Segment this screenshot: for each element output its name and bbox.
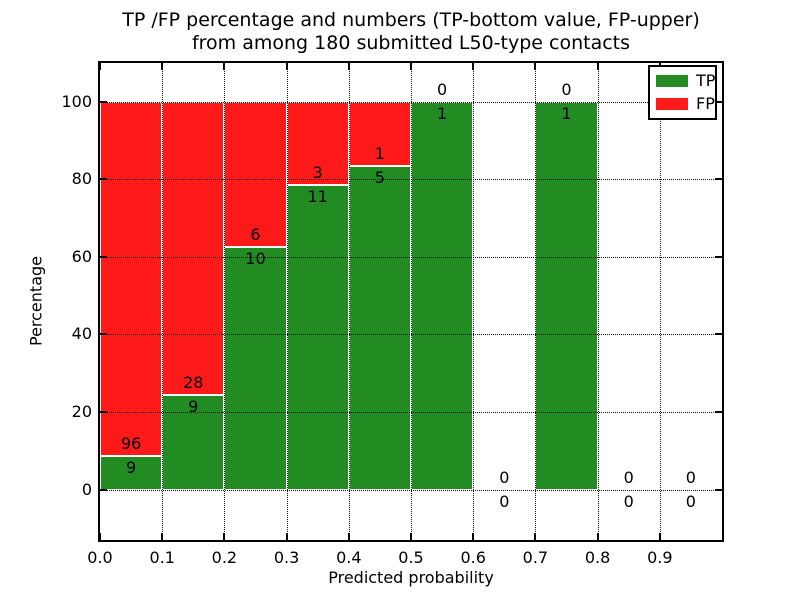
x-tick	[99, 533, 101, 540]
x-gridline	[411, 63, 412, 540]
legend-entry: TP	[656, 73, 715, 89]
y-tick-label: 80	[71, 169, 92, 189]
bar-fp-segment	[100, 101, 163, 457]
y-tick	[100, 488, 107, 491]
x-tick-label: 0.9	[647, 548, 673, 567]
x-gridline	[535, 63, 537, 540]
bar-tp-segment	[535, 101, 598, 490]
x-tick-label: 0.4	[336, 548, 362, 567]
legend: TP FP	[648, 65, 717, 120]
plot-area: 96 9 28 9 6 10 3 11 1 5 0 1 0 0 0 1 0 0 0 0 TP FP	[98, 61, 724, 542]
bar-tp-segment	[100, 456, 163, 490]
x-tick	[472, 533, 475, 540]
y-tick	[100, 333, 107, 336]
bars-layer	[100, 63, 722, 540]
x-tick-label: 0.7	[522, 548, 549, 567]
y-tick	[715, 100, 722, 103]
y-tick	[100, 255, 107, 258]
tp-count-label: 1	[561, 103, 572, 123]
fp-count-label: 0	[685, 467, 696, 487]
x-tick	[161, 533, 164, 540]
x-gridline	[286, 63, 288, 540]
tp-count-label: 10	[245, 249, 266, 269]
x-tick	[534, 63, 537, 70]
x-gridline	[224, 63, 226, 540]
chart-title-line2: from among 180 submitted L50-type contac…	[191, 32, 631, 54]
x-tick	[534, 533, 537, 540]
x-tick	[223, 533, 226, 540]
fp-count-label: 28	[183, 373, 204, 393]
fp-count-label: 0	[499, 467, 510, 487]
value-labels-layer: 96 9 28 9 6 10 3 11 1 5 0 1 0 0 0 1 0 0 0 0	[100, 63, 722, 540]
x-tick	[410, 533, 412, 540]
tp-count-label: 0	[499, 491, 510, 511]
tp-count-label: 11	[307, 186, 328, 206]
tp-count-label: 0	[623, 491, 634, 511]
legend-entry-label: TP	[696, 71, 716, 90]
fp-count-label: 3	[312, 162, 323, 182]
x-tick-label: 0.5	[398, 548, 424, 567]
y-tick-label: 100	[61, 91, 92, 111]
y-tick	[715, 411, 722, 414]
x-tick	[658, 533, 661, 540]
axis-ticks-layer	[99, 63, 722, 540]
x-tick	[410, 63, 412, 70]
x-tick-label: 0.1	[149, 548, 175, 567]
y-tick	[100, 100, 107, 103]
fp-count-label: 0	[623, 467, 634, 487]
x-axis-label: Predicted probability	[328, 568, 494, 587]
x-gridline	[348, 63, 350, 540]
x-gridline	[597, 63, 599, 540]
x-tick	[161, 63, 164, 70]
fp-count-label: 6	[250, 225, 261, 245]
x-tick	[596, 63, 599, 70]
y-tick-label: 0	[81, 479, 92, 499]
legend-entry-label: FP	[696, 94, 715, 113]
bar-fp-segment	[224, 101, 287, 248]
y-tick	[715, 255, 722, 258]
y-tick-label: 20	[71, 402, 92, 422]
x-tick-label: 0.6	[460, 548, 486, 567]
fp-count-label: 1	[374, 144, 385, 164]
tp-count-label: 9	[188, 397, 199, 417]
x-tick-label: 0.3	[273, 548, 300, 567]
chart-title: TP /FP percentage and numbers (TP-bottom…	[98, 9, 724, 55]
y-tick-label: 60	[71, 246, 92, 266]
x-tick	[223, 63, 226, 70]
tp-legend-swatch	[656, 75, 688, 87]
tp-count-label: 0	[685, 491, 696, 511]
y-tick	[715, 333, 722, 336]
grid-layer	[100, 63, 722, 540]
x-tick-label: 0.2	[211, 548, 238, 567]
x-gridline	[473, 63, 475, 540]
y-tick	[715, 178, 722, 181]
y-tick	[100, 411, 107, 414]
chart-title-line1: TP /FP percentage and numbers (TP-bottom…	[122, 9, 700, 31]
bar-tp-segment	[411, 101, 474, 490]
tp-count-label: 5	[374, 168, 385, 188]
legend-entry: FP	[656, 96, 715, 112]
x-tick	[347, 533, 350, 540]
fp-legend-swatch	[656, 98, 688, 110]
x-gridline	[659, 63, 661, 540]
bar-fp-segment	[162, 101, 225, 396]
x-tick	[99, 63, 101, 70]
x-tick-label: 0.0	[87, 548, 113, 567]
y-tick	[100, 178, 107, 181]
tp-count-label: 1	[437, 103, 448, 123]
x-gridline	[162, 63, 164, 540]
x-tick-label: 0.8	[584, 548, 611, 567]
x-tick	[472, 63, 475, 70]
x-tick	[285, 63, 288, 70]
fp-count-label: 0	[437, 79, 448, 99]
y-tick-label: 40	[71, 324, 92, 344]
tp-count-label: 9	[126, 458, 137, 478]
x-tick	[596, 533, 599, 540]
x-tick	[347, 63, 350, 70]
fp-count-label: 96	[120, 434, 142, 454]
fp-count-label: 0	[561, 79, 572, 99]
x-tick	[285, 533, 288, 540]
y-tick	[715, 488, 722, 491]
